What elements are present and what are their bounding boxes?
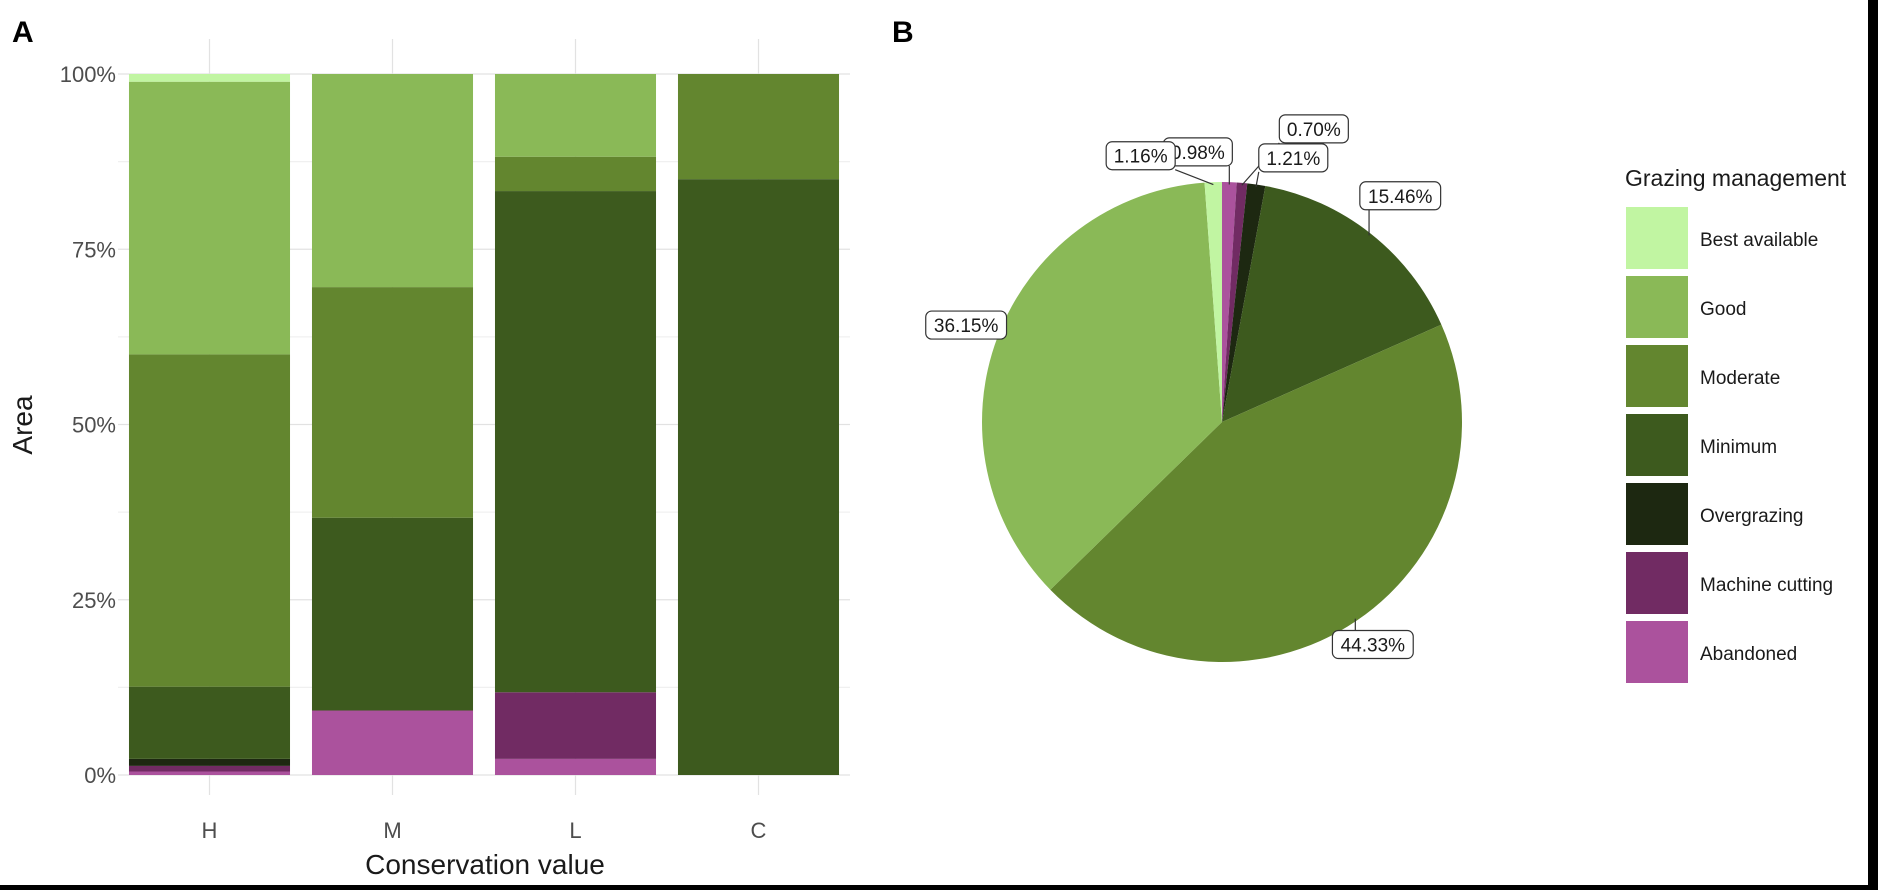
legend-items: Best available Good Moderate Minimum Overgra… (1626, 207, 1833, 683)
pie-label-minimum: 15.46% (1368, 187, 1433, 208)
pie-label-box (1331, 629, 1414, 660)
legend-swatch-moderate (1626, 345, 1688, 407)
pie-label-abandoned: 0.98% (1171, 143, 1225, 164)
legend-swatch-good (1626, 276, 1688, 338)
bar-segments (128, 74, 840, 775)
legend-swatch-machine-cutting (1626, 552, 1688, 614)
panel-b-label: B (892, 16, 914, 49)
y-tick-label: 50% (72, 413, 116, 438)
pie-slice-good (982, 182, 1222, 590)
y-tick-label: 0% (84, 763, 116, 788)
pie-slices (982, 181, 1462, 662)
pie-label-box (1105, 141, 1176, 171)
bar-l-moderate (494, 156, 657, 192)
legend-label-machine-cutting: Machine cutting (1700, 575, 1833, 596)
legend-label-minimum: Minimum (1700, 437, 1777, 458)
legend-swatch-minimum (1626, 414, 1688, 476)
bar-m-minimum (311, 517, 474, 711)
pie-label-box (1258, 143, 1329, 173)
pie-label-machine-cutting: 0.70% (1287, 120, 1341, 141)
bar-c-minimum (677, 179, 840, 775)
pie-slice-machine-cutting (1222, 182, 1248, 422)
legend-swatch-overgrazing (1626, 483, 1688, 545)
bar-c-moderate (677, 74, 840, 180)
bar-h-abandoned (128, 771, 291, 775)
legend-swatch-best-available (1626, 207, 1688, 269)
y-tick-labels: 0% 25% 50% 75% 100% (60, 62, 116, 788)
legend-label-moderate: Moderate (1700, 368, 1780, 389)
bar-h-overgrazing (128, 758, 291, 766)
bar-h-minimum (128, 686, 291, 759)
legend-swatch-abandoned (1626, 621, 1688, 683)
pie-slice-moderate (1050, 324, 1462, 662)
legend: Grazing management Best available Good Mod… (1625, 165, 1847, 683)
bar-h-machine-cutting (128, 765, 291, 772)
y-tick-label: 75% (72, 237, 116, 262)
pie-label-moderate: 44.33% (1341, 635, 1406, 656)
x-tick-label: C (751, 818, 767, 843)
pie-label-good: 36.15% (934, 316, 999, 337)
bar-m-good (311, 74, 474, 288)
pie-label-leader (1174, 169, 1214, 186)
bar-l-minimum (494, 191, 657, 693)
x-tick-label: L (569, 818, 581, 843)
pie-label-box (925, 310, 1008, 340)
x-axis-title: Conservation value (365, 849, 605, 880)
pie-label-overgrazing: 1.21% (1266, 149, 1320, 170)
y-axis-title: Area (7, 395, 38, 455)
bar-l-machine-cutting (494, 692, 657, 759)
pie-slice-minimum (1222, 185, 1442, 422)
pie-slice-overgrazing (1222, 183, 1266, 422)
pie-label-best-available: 1.16% (1114, 147, 1168, 168)
legend-label-good: Good (1700, 299, 1746, 320)
stacked-bar-chart: 0% 25% 50% 75% 100% H M L C Area Conservation v… (7, 39, 850, 880)
pie-chart: 0.98% 0.70% 1.21% 15.46% 44.33% 36.15% 1.16% (925, 114, 1462, 662)
bar-l-abandoned (494, 758, 657, 775)
legend-label-abandoned: Abandoned (1700, 644, 1797, 665)
bar-h-best-available (128, 74, 291, 82)
x-tick-label: M (383, 818, 401, 843)
bar-m-moderate (311, 287, 474, 518)
x-tick-label: H (202, 818, 218, 843)
legend-title: Grazing management (1625, 165, 1847, 191)
panel-a-label: A (12, 16, 34, 49)
pie-label-box (1359, 181, 1442, 211)
pie-slice-abandoned (1222, 181, 1237, 422)
pie-slice-best-available (1204, 182, 1222, 422)
pie-label-leader (1255, 171, 1260, 187)
y-tick-label: 100% (60, 62, 116, 87)
pie-label-box (1278, 114, 1349, 144)
y-tick-label: 25% (72, 588, 116, 613)
pie-labels: 0.98% 0.70% 1.21% 15.46% 44.33% 36.15% 1.16% (925, 114, 1442, 660)
legend-label-overgrazing: Overgrazing (1700, 506, 1804, 527)
bar-h-good (128, 81, 291, 355)
bar-m-abandoned (311, 710, 474, 775)
bar-h-moderate (128, 354, 291, 687)
legend-label-best-available: Best available (1700, 230, 1818, 251)
bar-l-good (494, 74, 657, 157)
